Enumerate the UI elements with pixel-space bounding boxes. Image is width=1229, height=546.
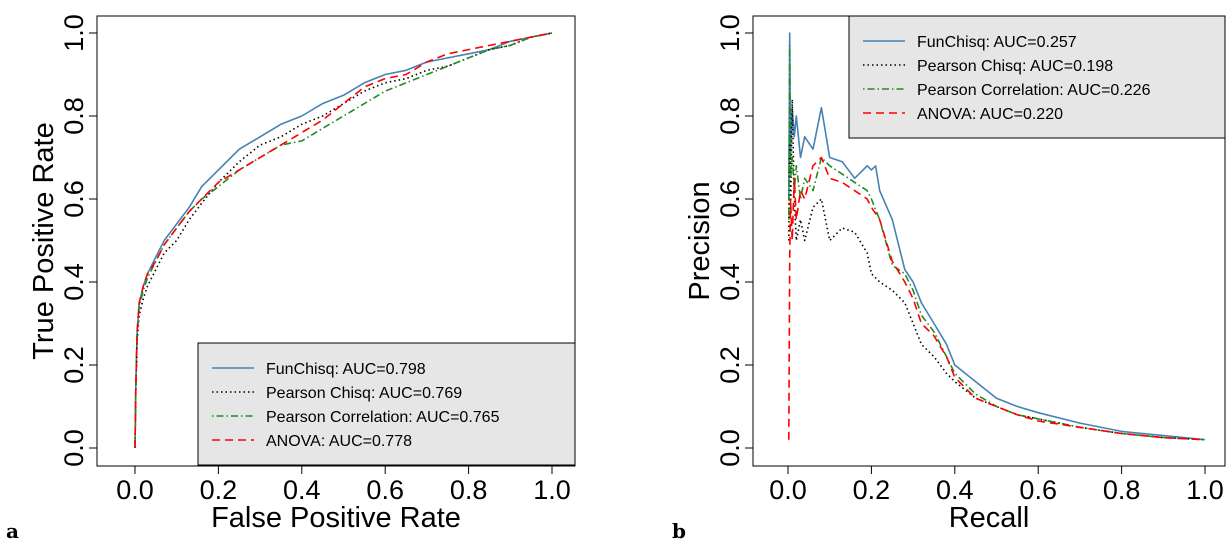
y-tick-label: 0.8 xyxy=(715,97,745,135)
series-line-1 xyxy=(787,32,1206,441)
y-tick-label: 0.8 xyxy=(59,97,89,135)
y-tick-label: 0.4 xyxy=(715,263,745,301)
x-tick-label: 0.0 xyxy=(116,475,154,505)
y-tick-label: 1.0 xyxy=(59,14,89,52)
x-tick-label: 0.8 xyxy=(1103,475,1141,505)
x-tick-label: 0.4 xyxy=(936,475,974,505)
chart-panel-a: 0.0 0.2 0.4 0.6 0.8 1.0 0.0 0.2 0.4 0.6 0.8 1.0 Fals… xyxy=(6,14,576,543)
chart-panel-b: 0.0 0.2 0.4 0.6 0.8 1.0 0.0 0.2 0.4 0.6 0.8 1.0 Reca… xyxy=(672,14,1226,543)
legend-label-4: ANOVA: AUC=0.778 xyxy=(266,433,412,450)
x-tick-label: 0.8 xyxy=(450,475,488,505)
legend-label-3: Pearson Correlation: AUC=0.226 xyxy=(917,82,1151,99)
legend-label-1: FunChisq: AUC=0.257 xyxy=(917,34,1077,51)
legend-label-3: Pearson Correlation: AUC=0.765 xyxy=(266,409,500,426)
panel-letter-b: b xyxy=(672,519,686,543)
legend-label-2: Pearson Chisq: AUC=0.769 xyxy=(266,385,462,402)
x-axis-title: Recall xyxy=(949,502,1030,534)
x-axis-title: False Positive Rate xyxy=(211,502,461,534)
x-tick-label: 0.2 xyxy=(853,475,891,505)
legend-label-4: ANOVA: AUC=0.220 xyxy=(917,106,1063,123)
y-tick-label: 0.0 xyxy=(59,429,89,467)
series-line-3 xyxy=(134,32,553,449)
y-tick-label: 0.6 xyxy=(59,180,89,218)
x-tick-label: 1.0 xyxy=(1186,475,1224,505)
x-tick-label: 0.0 xyxy=(769,475,807,505)
y-tick-label: 0.2 xyxy=(715,346,745,384)
x-tick-label: 1.0 xyxy=(533,475,571,505)
panel-letter-a: a xyxy=(6,519,19,543)
legend-box xyxy=(197,342,576,466)
y-tick-label: 0.2 xyxy=(59,346,89,384)
y-axis-title: Precision xyxy=(684,181,716,300)
legend-label-2: Pearson Chisq: AUC=0.198 xyxy=(917,58,1113,75)
legend-label-1: FunChisq: AUC=0.798 xyxy=(266,361,426,378)
x-tick-label: 0.4 xyxy=(283,475,321,505)
series-line-3 xyxy=(787,44,1206,441)
series-line-4 xyxy=(134,32,553,449)
x-tick-label: 0.6 xyxy=(1019,475,1057,505)
x-tick-label: 0.2 xyxy=(200,475,238,505)
series-line-4 xyxy=(787,156,1206,441)
y-tick-label: 0.4 xyxy=(59,263,89,301)
series-line-2 xyxy=(134,32,553,449)
y-tick-label: 0.0 xyxy=(715,429,745,467)
y-tick-label: 1.0 xyxy=(715,14,745,52)
legend-box xyxy=(848,15,1226,139)
x-tick-label: 0.6 xyxy=(366,475,404,505)
series-line-2 xyxy=(788,98,1206,441)
y-axis-title: True Positive Rate xyxy=(28,122,60,359)
plot-frame xyxy=(96,15,576,467)
y-tick-label: 0.6 xyxy=(715,180,745,218)
